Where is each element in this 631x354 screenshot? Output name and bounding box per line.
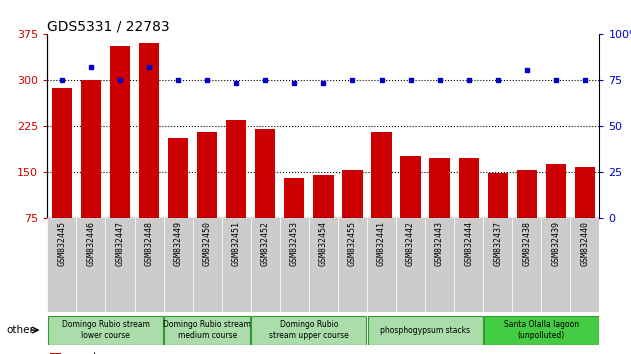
Bar xyxy=(163,218,192,312)
Bar xyxy=(401,156,421,264)
Bar xyxy=(47,218,76,312)
Text: Domingo Rubio stream
medium course: Domingo Rubio stream medium course xyxy=(163,320,251,340)
Bar xyxy=(570,218,599,312)
Text: GDS5331 / 22783: GDS5331 / 22783 xyxy=(47,19,170,34)
Bar xyxy=(546,164,566,264)
Bar xyxy=(50,353,61,354)
Text: GSM832437: GSM832437 xyxy=(493,221,502,266)
Text: GSM832442: GSM832442 xyxy=(406,221,415,266)
Bar xyxy=(139,43,159,264)
Bar xyxy=(221,218,251,312)
Bar xyxy=(197,132,217,264)
Text: Domingo Rubio
stream upper course: Domingo Rubio stream upper course xyxy=(269,320,349,340)
Bar xyxy=(48,316,163,344)
Bar xyxy=(575,167,595,264)
Bar xyxy=(226,120,246,264)
Text: Santa Olalla lagoon
(unpolluted): Santa Olalla lagoon (unpolluted) xyxy=(504,320,579,340)
Bar xyxy=(76,218,105,312)
Text: GSM832447: GSM832447 xyxy=(115,221,124,266)
Bar xyxy=(488,173,508,264)
Text: GSM832440: GSM832440 xyxy=(581,221,589,266)
Bar xyxy=(484,316,599,344)
Text: GSM832445: GSM832445 xyxy=(57,221,66,266)
Bar xyxy=(371,132,392,264)
Text: GSM832454: GSM832454 xyxy=(319,221,328,266)
Bar xyxy=(284,178,305,264)
Bar xyxy=(309,218,338,312)
Bar xyxy=(168,138,188,264)
Bar xyxy=(483,218,512,312)
Text: GSM832448: GSM832448 xyxy=(144,221,153,266)
Bar xyxy=(251,316,367,344)
Text: GSM832449: GSM832449 xyxy=(174,221,182,266)
Bar xyxy=(192,218,221,312)
Bar xyxy=(367,218,396,312)
Text: GSM832443: GSM832443 xyxy=(435,221,444,266)
Bar xyxy=(251,218,280,312)
Bar xyxy=(110,46,130,264)
Bar xyxy=(430,158,450,264)
Text: GSM832450: GSM832450 xyxy=(203,221,211,266)
Bar xyxy=(342,170,363,264)
Text: GSM832446: GSM832446 xyxy=(86,221,95,266)
Text: GSM832452: GSM832452 xyxy=(261,221,270,266)
Bar xyxy=(541,218,570,312)
Bar xyxy=(517,171,537,264)
Bar xyxy=(396,218,425,312)
Bar xyxy=(459,158,479,264)
Bar xyxy=(255,129,276,264)
Bar xyxy=(164,316,250,344)
Bar xyxy=(425,218,454,312)
Text: GSM832453: GSM832453 xyxy=(290,221,299,266)
Bar xyxy=(367,316,483,344)
Bar xyxy=(134,218,163,312)
Text: count: count xyxy=(67,352,98,354)
Text: GSM832455: GSM832455 xyxy=(348,221,357,266)
Bar xyxy=(454,218,483,312)
Bar xyxy=(338,218,367,312)
Text: other: other xyxy=(6,325,34,335)
Text: GSM832439: GSM832439 xyxy=(551,221,560,266)
Bar xyxy=(280,218,309,312)
Text: GSM832438: GSM832438 xyxy=(522,221,531,266)
Text: GSM832444: GSM832444 xyxy=(464,221,473,266)
Bar xyxy=(313,175,334,264)
Bar xyxy=(52,88,72,264)
Text: phosphogypsum stacks: phosphogypsum stacks xyxy=(380,326,470,335)
Bar xyxy=(105,218,134,312)
Bar xyxy=(512,218,541,312)
Bar xyxy=(81,80,101,264)
Text: GSM832441: GSM832441 xyxy=(377,221,386,266)
Text: GSM832451: GSM832451 xyxy=(232,221,240,266)
Text: Domingo Rubio stream
lower course: Domingo Rubio stream lower course xyxy=(61,320,150,340)
